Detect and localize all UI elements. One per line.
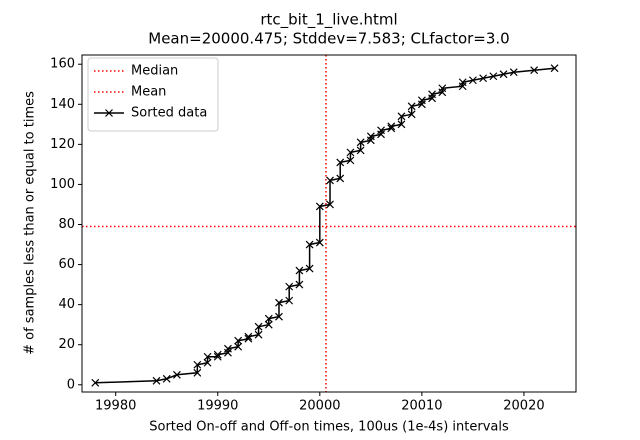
x-axis-label: Sorted On-off and Off-on times, 100us (1… [149,420,509,435]
data-marker [530,66,539,75]
data-marker [91,378,100,387]
data-marker [234,342,243,351]
data-marker [356,138,365,147]
data-marker [458,78,467,87]
data-marker [203,358,212,367]
data-marker [479,74,488,83]
data-marker [499,70,508,79]
data-marker [275,312,283,321]
data-marker [397,120,406,129]
y-tick-label: 0 [67,377,75,392]
chart-subtitle: Mean=20000.475; Stddev=7.583; CLfactor=3… [148,30,509,48]
plot-frame [81,54,577,393]
data-marker [152,376,161,385]
data-marker [428,90,437,99]
data-marker [387,124,396,133]
data-marker [295,280,304,289]
y-tick-label: 20 [58,337,75,352]
x-tick-label: 20020 [503,399,544,414]
x-tick-label: 19980 [95,399,136,414]
data-marker [295,266,304,275]
legend-marker [105,109,113,117]
data-marker [407,110,416,119]
data-marker [387,122,396,131]
data-marker [234,336,243,345]
x-tick-label: 20000 [299,399,340,414]
data-marker [336,174,345,183]
data-marker [285,296,294,305]
y-tick-label: 40 [58,297,75,312]
data-marker [203,352,212,361]
data-marker [489,72,498,81]
legend: Median Mean Sorted data [87,57,219,132]
data-marker [264,314,273,323]
data-marker [224,344,232,353]
data-marker [550,64,559,73]
data-marker [213,352,222,361]
data-marker [244,332,253,341]
data-marker [264,320,273,329]
data-marker [326,200,334,209]
data-marker [172,370,181,379]
data-marker [193,368,202,377]
data-marker [417,96,426,105]
legend-label: Mean [131,85,166,100]
x-tick-label: 20010 [401,399,442,414]
data-marker [509,68,518,77]
data-marker [366,132,375,141]
data-marker [397,112,406,121]
x-tick-label: 19990 [197,399,238,414]
data-marker [305,264,314,273]
y-tick-label: 160 [50,57,75,72]
y-tick-label: 60 [58,257,75,272]
data-marker [193,360,202,369]
y-axis-label: # of samples less than or equal to times [23,91,38,355]
y-tick-label: 80 [58,217,75,232]
data-marker [468,76,477,85]
legend-label: Sorted data [131,106,207,121]
data-marker [346,156,355,165]
data-marker [162,374,171,383]
data-marker [346,148,355,157]
data-marker [315,202,324,211]
chart-title: rtc_bit_1_live.html [260,11,397,30]
y-tick-label: 100 [50,177,75,192]
data-marker [315,238,324,247]
data-marker [305,240,314,249]
data-marker [254,322,263,331]
data-marker [326,176,334,185]
data-marker [438,84,447,93]
data-marker [244,334,253,343]
y-tick-label: 120 [50,137,75,152]
data-marker [285,282,294,291]
data-marker [213,350,222,359]
data-marker [336,158,345,167]
data-marker [377,126,385,135]
data-marker [275,298,283,307]
data-marker [407,102,416,111]
data-marker [254,330,263,339]
data-marker [356,146,365,155]
legend-label: Median [131,64,178,79]
y-tick-label: 140 [50,97,75,112]
